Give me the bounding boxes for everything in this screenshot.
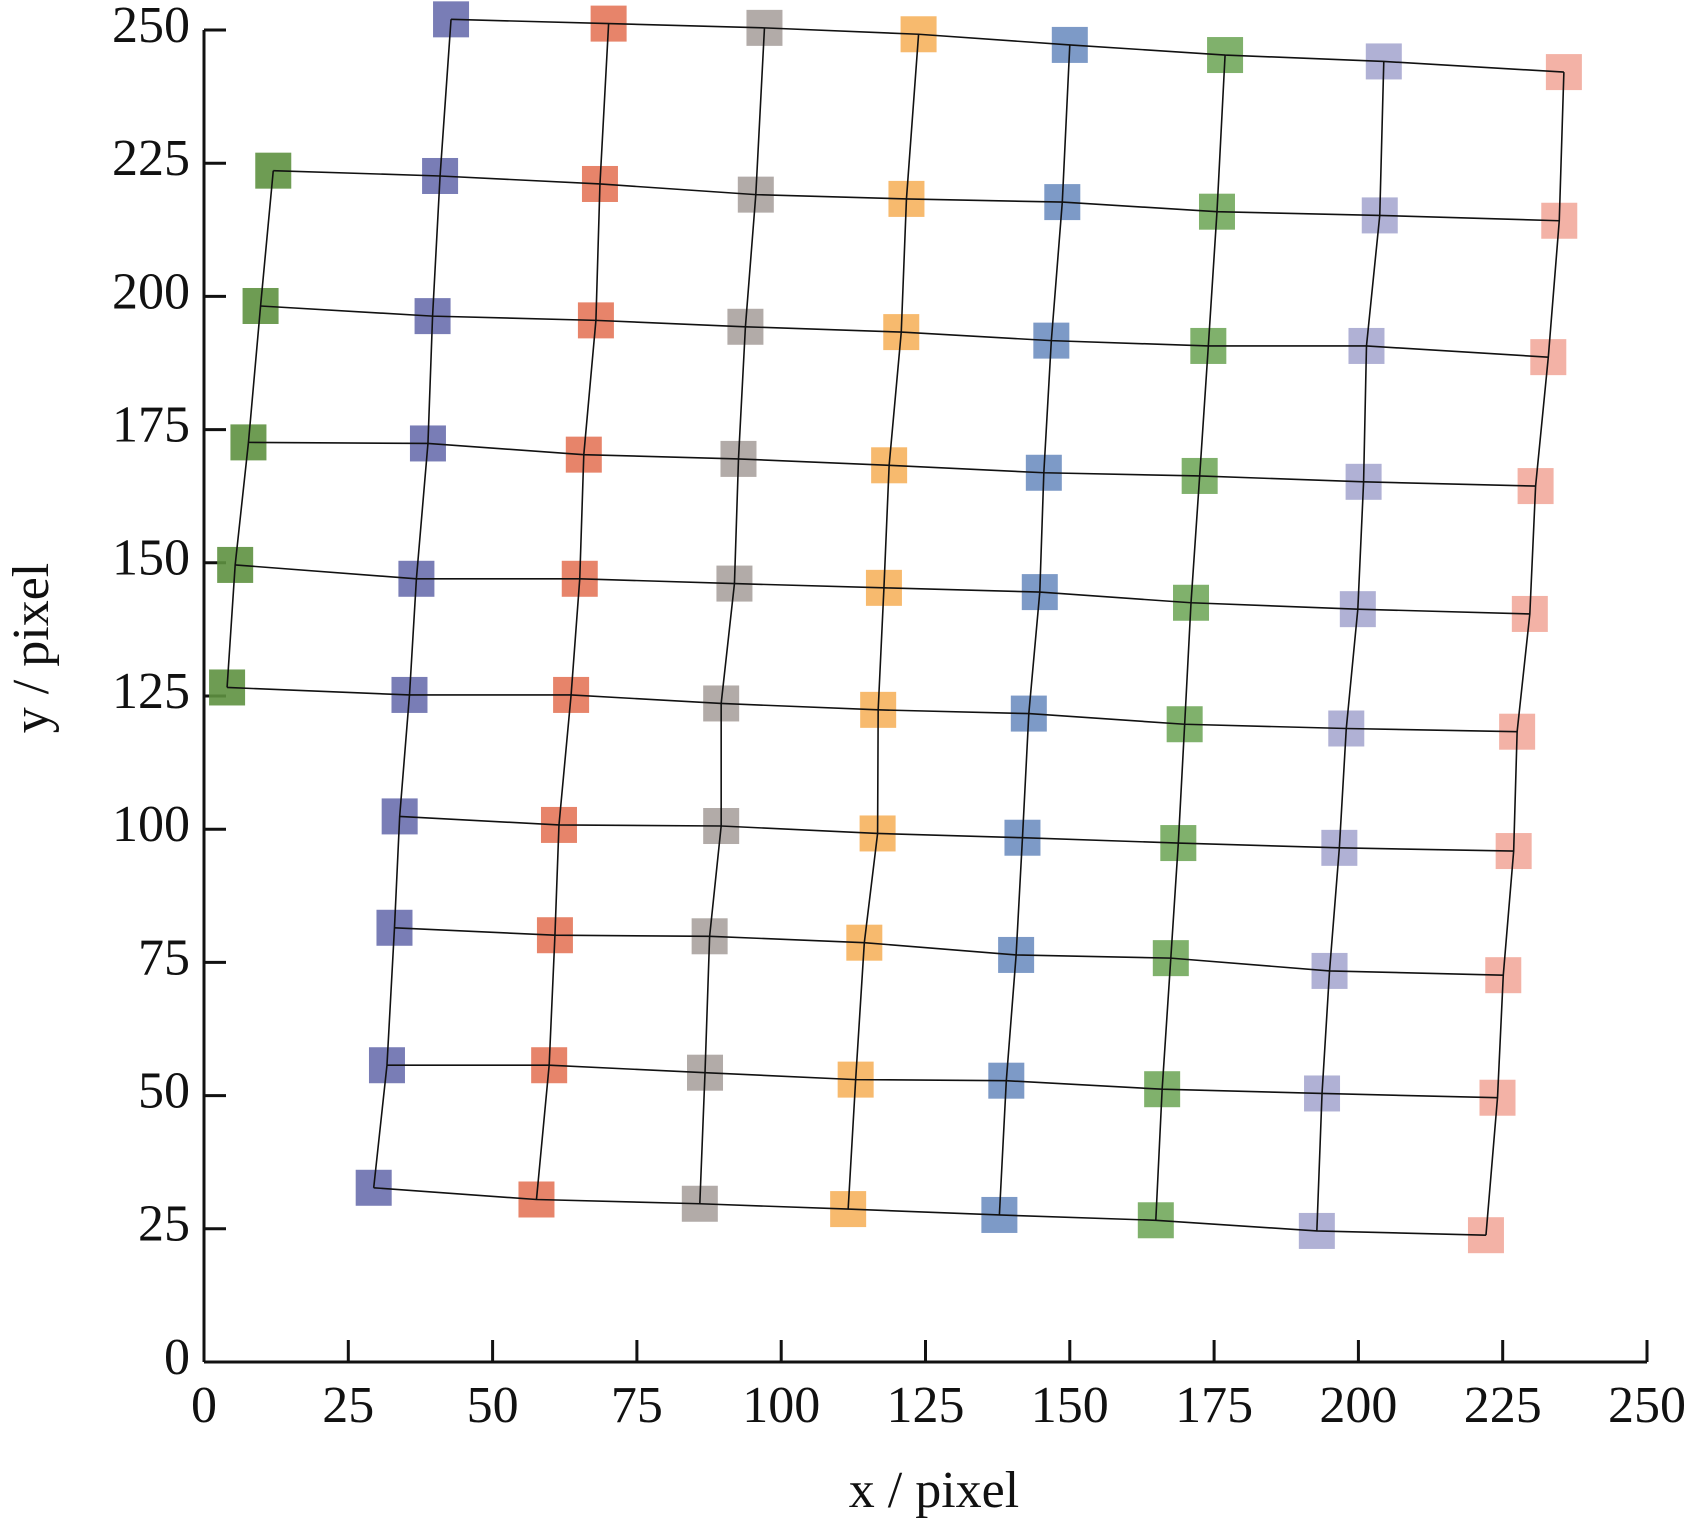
column-line: [1155, 55, 1226, 1221]
y-tick-label: 75: [138, 929, 190, 986]
x-tick-label: 25: [322, 1377, 374, 1434]
row-line: [451, 18, 1564, 73]
column-line: [699, 27, 766, 1204]
y-tick-label: 150: [112, 530, 190, 587]
y-tick-label: 125: [112, 663, 190, 720]
column-line: [1316, 61, 1385, 1231]
row-line: [227, 686, 1518, 733]
x-tick-label: 150: [1031, 1377, 1109, 1434]
x-tick-label: 75: [611, 1377, 663, 1434]
y-tick-label: 175: [112, 397, 190, 454]
row-line: [394, 926, 1504, 976]
column-line: [998, 44, 1071, 1215]
column-line: [535, 23, 610, 1200]
y-tick-label: 50: [138, 1063, 190, 1120]
x-tick-label: 250: [1608, 1377, 1686, 1434]
x-tick-label: 0: [191, 1377, 217, 1434]
column-line: [372, 19, 452, 1188]
row-line: [273, 169, 1560, 222]
y-tick-label: 225: [112, 130, 190, 187]
row-line: [235, 564, 1530, 615]
column-line: [226, 170, 275, 688]
column-line: [847, 34, 920, 1210]
y-tick-label: 100: [112, 796, 190, 853]
row-line: [399, 815, 1514, 852]
x-tick-label: 100: [742, 1377, 820, 1434]
y-tick-label: 25: [138, 1196, 190, 1253]
row-line: [248, 441, 1536, 487]
y-tick-label: 0: [164, 1329, 190, 1386]
column-line: [1485, 72, 1565, 1236]
x-tick-label: 175: [1175, 1377, 1253, 1434]
y-tick-label: 250: [112, 0, 190, 54]
x-tick-label: 125: [887, 1377, 965, 1434]
row-line: [260, 305, 1549, 358]
x-tick-label: 225: [1464, 1377, 1542, 1434]
x-tick-label: 200: [1319, 1377, 1397, 1434]
x-axis-label: x / pixel: [849, 1462, 1019, 1519]
x-tick-label: 50: [467, 1377, 519, 1434]
row-line: [373, 1186, 1486, 1236]
y-tick-label: 200: [112, 263, 190, 320]
y-axis-label: y / pixel: [3, 563, 60, 733]
row-line: [386, 1064, 1498, 1099]
